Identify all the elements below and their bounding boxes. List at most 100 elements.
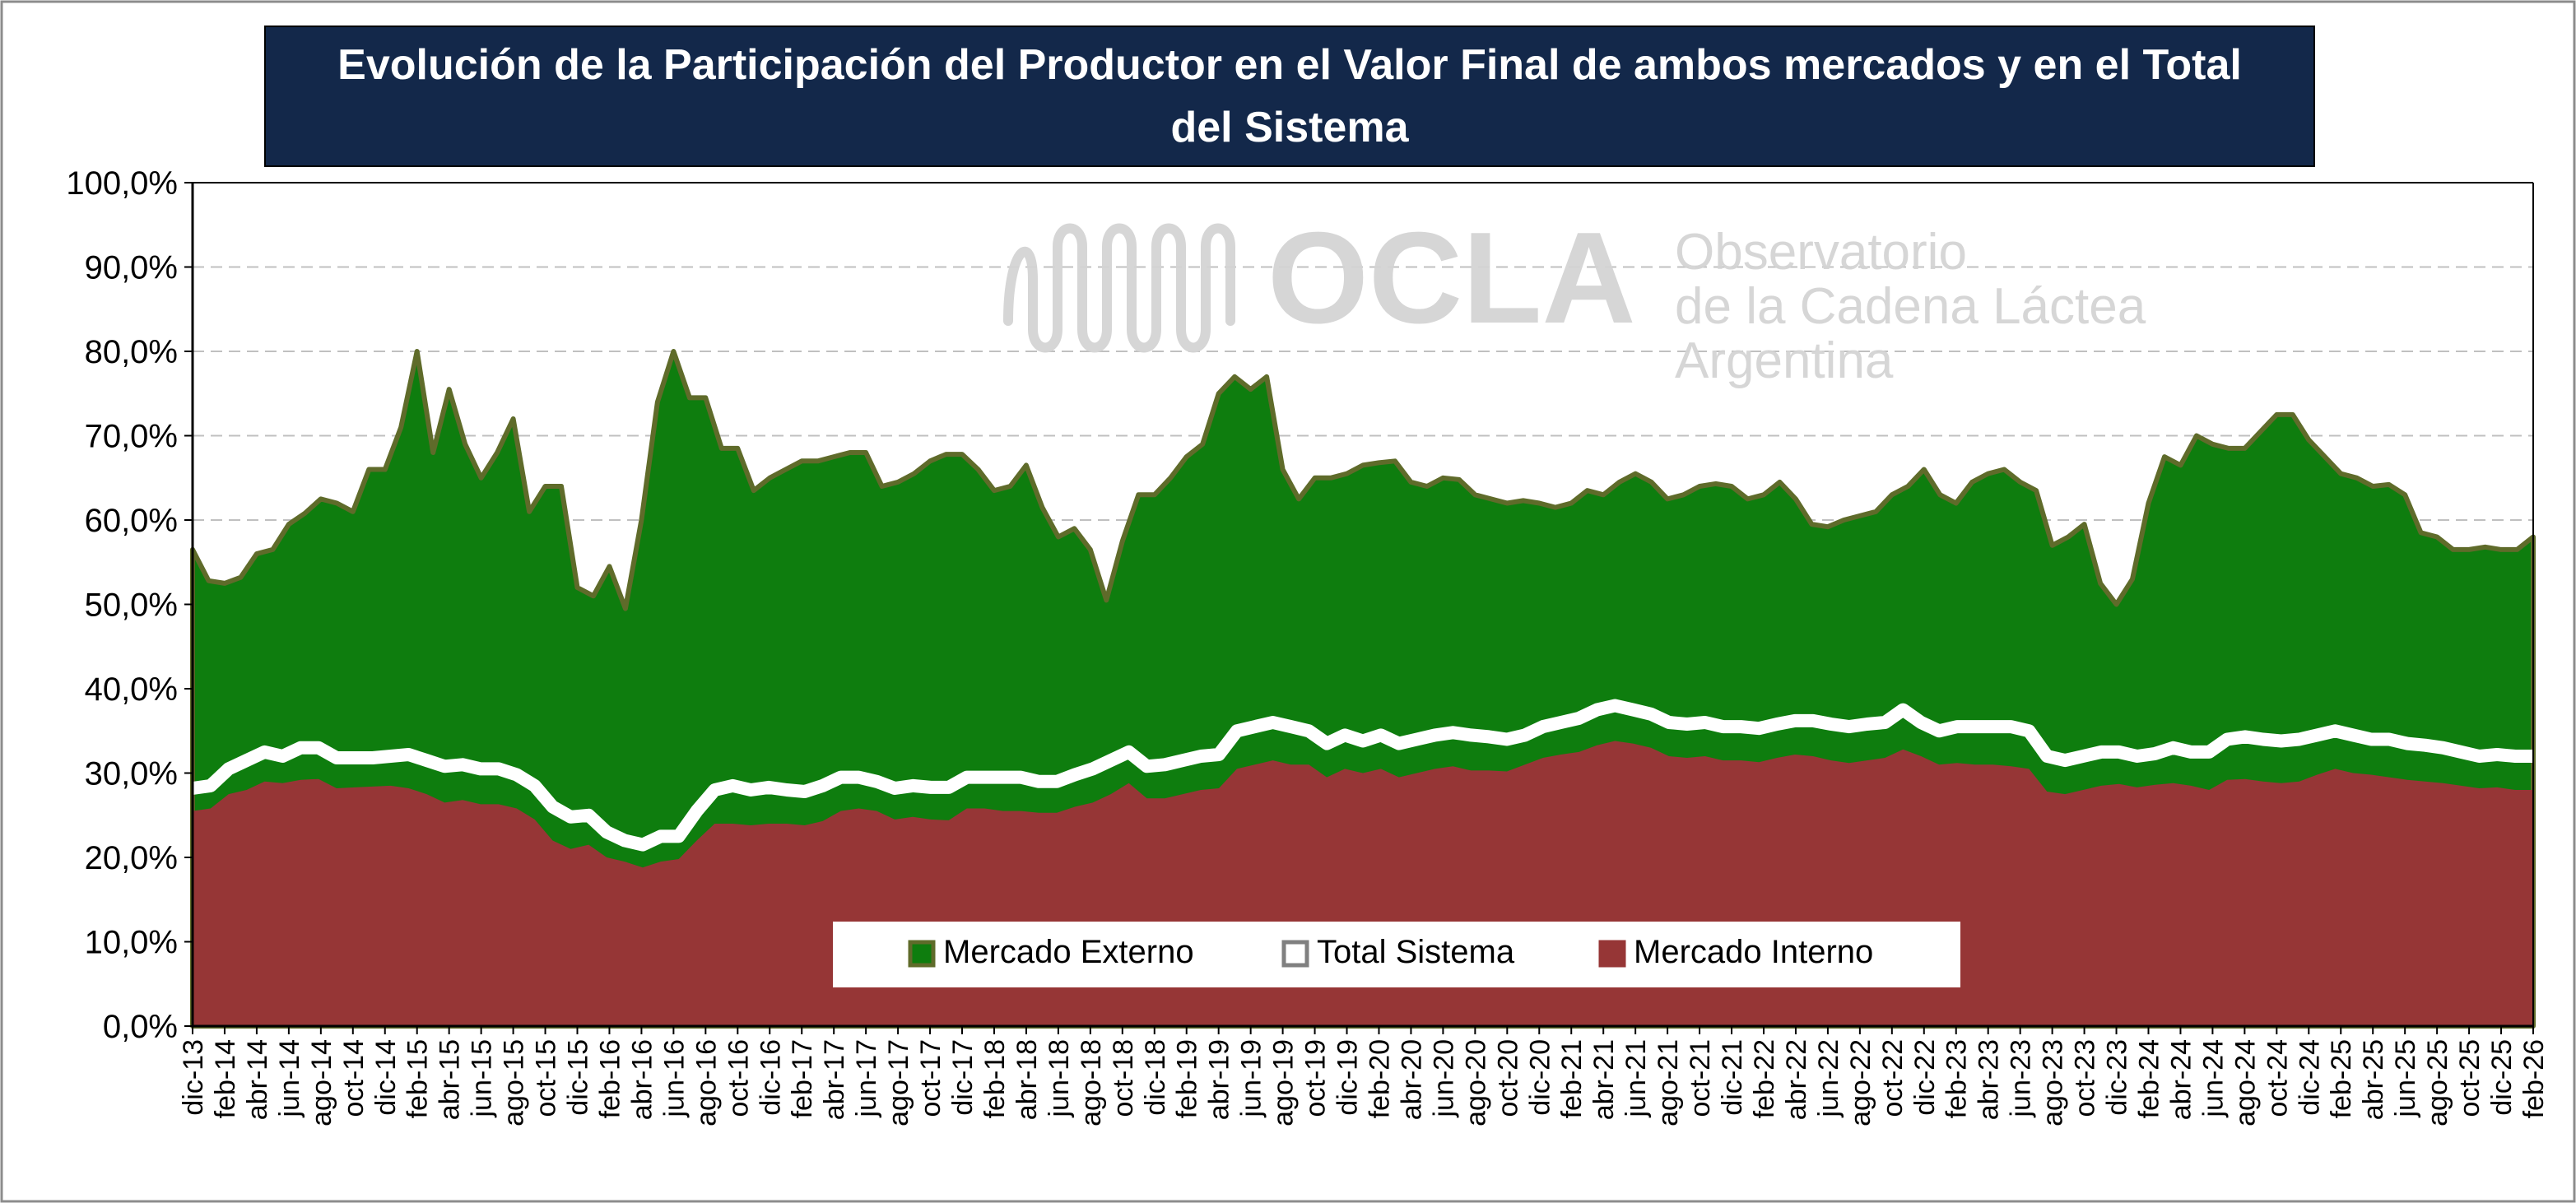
x-tick-label: oct-21 <box>1685 1039 1716 1117</box>
x-tick-label: dic-17 <box>947 1039 979 1116</box>
y-tick-label: 90,0% <box>85 250 178 286</box>
x-tick-label: ago-22 <box>1845 1039 1876 1126</box>
x-tick-label: jun-23 <box>2006 1039 2037 1118</box>
x-tick-label: jun-24 <box>2197 1039 2229 1118</box>
x-tick-label: oct-18 <box>1108 1039 1139 1117</box>
y-tick-label: 40,0% <box>85 671 178 708</box>
x-tick-label: jun-21 <box>1620 1039 1652 1118</box>
title-line-2: del Sistema <box>1170 104 1409 151</box>
x-tick-label: dic-23 <box>2102 1039 2133 1116</box>
ocla-watermark: OCLA Observatorio de la Cadena Láctea Ar… <box>1003 206 2146 389</box>
x-tick-label: dic-18 <box>1140 1039 1171 1116</box>
y-tick-label: 30,0% <box>85 756 178 792</box>
x-tick-label: dic-24 <box>2294 1039 2325 1116</box>
x-tick-label: abr-18 <box>1011 1039 1043 1120</box>
y-tick-label: 20,0% <box>85 840 178 876</box>
x-tick-label: feb-20 <box>1365 1039 1396 1118</box>
legend-background <box>833 922 1960 987</box>
x-tick-label: feb-24 <box>2134 1039 2165 1118</box>
x-tick-label: oct-19 <box>1300 1039 1332 1117</box>
x-tick-label: jun-25 <box>2390 1039 2421 1118</box>
legend: Mercado Externo Total Sistema Mercado In… <box>833 922 1960 987</box>
x-tick-label: ago-19 <box>1268 1039 1300 1126</box>
x-tick-label: oct-23 <box>2070 1039 2101 1117</box>
x-tick-label: abr-15 <box>435 1039 466 1120</box>
x-tick-label: abr-22 <box>1781 1039 1812 1120</box>
x-tick-label: ago-20 <box>1460 1039 1491 1126</box>
x-tick-label: jun-19 <box>1236 1039 1267 1118</box>
y-tick-label: 80,0% <box>85 334 178 370</box>
x-tick-label: abr-16 <box>626 1039 658 1120</box>
legend-swatch-total-sistema <box>1281 940 1309 968</box>
legend-swatch-mercado-interno <box>1598 940 1626 968</box>
y-tick-label: 70,0% <box>85 419 178 455</box>
x-tick-label: feb-26 <box>2518 1039 2550 1118</box>
x-tick-label: feb-17 <box>787 1039 818 1118</box>
x-tick-label: jun-22 <box>1813 1039 1844 1118</box>
watermark-line-2: de la Cadena Láctea <box>1675 278 2146 335</box>
x-tick-label: jun-20 <box>1428 1039 1459 1118</box>
y-tick-label: 60,0% <box>85 503 178 539</box>
x-tick-label: abr-20 <box>1396 1039 1427 1120</box>
x-tick-label: oct-22 <box>1877 1039 1909 1117</box>
chart-title: Evolución de la Participación del Produc… <box>264 26 2315 167</box>
watermark-line-1: Observatorio <box>1675 224 1967 281</box>
y-tick-label: 50,0% <box>85 588 178 624</box>
legend-label-total-sistema: Total Sistema <box>1317 934 1515 970</box>
x-tick-label: dic-22 <box>1909 1039 1941 1116</box>
x-tick-label: feb-25 <box>2326 1039 2357 1118</box>
title-background <box>264 26 2315 167</box>
x-axis-tick-labels: dic-13 feb-14 abr-14 jun-14 ago-14 oct-14 dic-… <box>178 1026 2550 1126</box>
x-tick-label: abr-24 <box>2166 1039 2197 1120</box>
x-tick-label: ago-14 <box>306 1039 337 1126</box>
milk-wave-icon <box>1003 223 1235 353</box>
x-tick-label: jun-18 <box>1044 1039 1075 1118</box>
x-tick-label: oct-14 <box>338 1039 370 1117</box>
x-tick-label: oct-16 <box>723 1039 754 1117</box>
x-tick-label: ago-23 <box>2038 1039 2069 1126</box>
x-tick-label: oct-15 <box>531 1039 562 1117</box>
x-tick-label: abr-17 <box>819 1039 850 1120</box>
x-tick-label: feb-15 <box>402 1039 434 1118</box>
x-tick-label: ago-17 <box>883 1039 914 1126</box>
x-tick-label: ago-16 <box>690 1039 722 1126</box>
x-tick-label: abr-25 <box>2358 1039 2389 1120</box>
x-tick-label: dic-16 <box>755 1039 786 1116</box>
x-tick-label: oct-20 <box>1492 1039 1523 1117</box>
x-tick-label: ago-15 <box>499 1039 530 1126</box>
legend-label-mercado-externo: Mercado Externo <box>943 934 1194 970</box>
line-total-sistema <box>191 699 2533 852</box>
x-tick-label: feb-18 <box>979 1039 1011 1118</box>
watermark-brand: OCLA <box>1267 206 1636 351</box>
watermark-line-3: Argentina <box>1675 332 1894 389</box>
x-tick-label: feb-19 <box>1172 1039 1203 1118</box>
x-tick-label: ago-21 <box>1653 1039 1684 1126</box>
x-tick-label: dic-21 <box>1717 1039 1748 1116</box>
x-tick-label: feb-14 <box>210 1039 241 1118</box>
x-tick-label: feb-22 <box>1749 1039 1780 1118</box>
x-tick-label: oct-24 <box>2262 1039 2293 1117</box>
y-tick-label: 10,0% <box>85 925 178 961</box>
x-tick-label: ago-25 <box>2422 1039 2453 1126</box>
x-tick-label: dic-13 <box>178 1039 209 1116</box>
x-tick-label: oct-17 <box>915 1039 946 1117</box>
x-tick-label: feb-23 <box>1941 1039 1973 1118</box>
y-tick-label: 0,0% <box>103 1009 178 1045</box>
x-tick-label: dic-14 <box>370 1039 402 1116</box>
x-tick-label: ago-24 <box>2230 1039 2261 1126</box>
x-tick-label: dic-15 <box>563 1039 594 1116</box>
x-tick-label: oct-25 <box>2454 1039 2485 1117</box>
x-tick-label: dic-20 <box>1524 1039 1555 1116</box>
x-tick-label: dic-19 <box>1332 1039 1364 1116</box>
x-tick-label: abr-19 <box>1204 1039 1235 1120</box>
x-tick-label: ago-18 <box>1076 1039 1107 1126</box>
x-tick-label: jun-17 <box>851 1039 882 1118</box>
x-tick-label: abr-23 <box>1974 1039 2005 1120</box>
legend-swatch-mercado-externo <box>908 940 936 968</box>
x-tick-label: jun-15 <box>467 1039 498 1118</box>
x-tick-label: feb-16 <box>595 1039 626 1118</box>
x-tick-label: jun-16 <box>658 1039 690 1118</box>
x-tick-label: abr-14 <box>242 1039 273 1120</box>
